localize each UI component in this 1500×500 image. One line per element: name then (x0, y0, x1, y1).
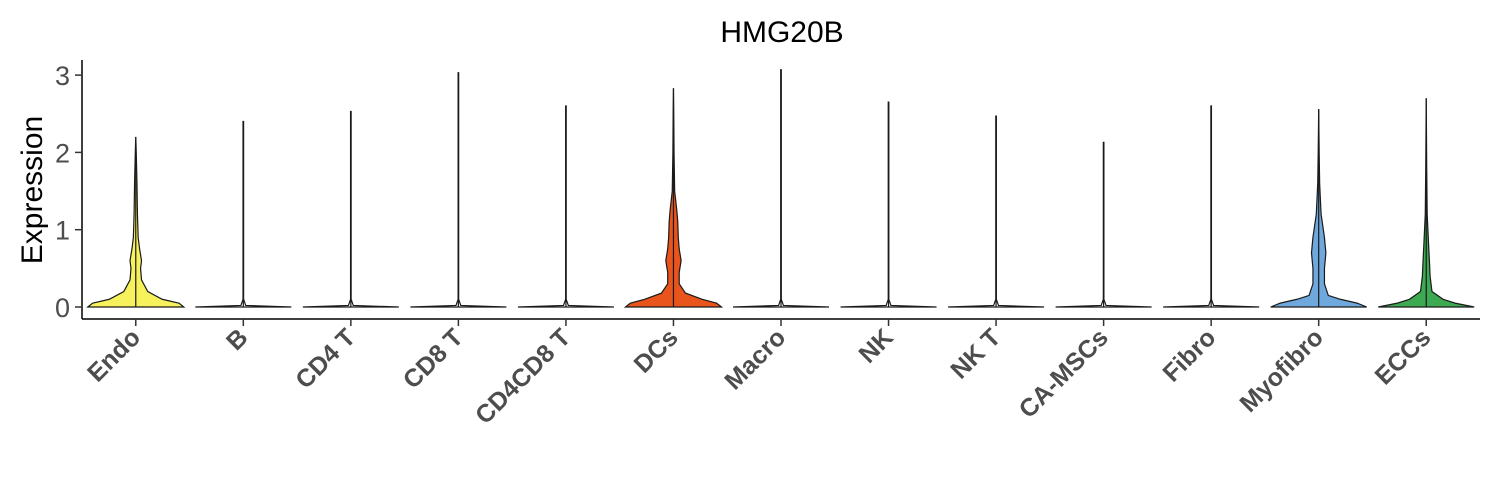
x-tick-label: Fibro (1157, 323, 1221, 387)
y-tick-label: 3 (55, 61, 70, 91)
x-tick-label: Myofibro (1235, 323, 1329, 417)
x-tick-label: ECCs (1370, 323, 1437, 390)
x-tick-label: CD8 T (398, 323, 469, 394)
violins-group (86, 69, 1475, 308)
x-tick-label: NK T (945, 323, 1006, 384)
y-axis: 0 1 2 3 (55, 60, 83, 323)
x-tick-label: DCs (629, 323, 684, 378)
y-axis-label: Expression (16, 116, 49, 264)
x-tick-label: Endo (82, 323, 146, 387)
x-tick-label: Macro (719, 323, 791, 395)
y-tick-label: 1 (55, 216, 70, 246)
x-tick-label: CA-MSCs (1014, 323, 1114, 423)
y-tick-label: 2 (55, 138, 70, 168)
y-tick-label: 0 (55, 293, 70, 323)
chart-title: HMG20B (720, 16, 843, 49)
x-tick-label: NK (853, 323, 898, 368)
x-tick-label: CD4 T (290, 323, 361, 394)
x-tick-label: CD4CD8 T (470, 323, 576, 429)
x-axis: Endo B CD4 T CD8 T CD4CD8 T DCs Macro NK NK T CA-… (82, 318, 1480, 430)
x-tick-label: B (221, 323, 254, 356)
